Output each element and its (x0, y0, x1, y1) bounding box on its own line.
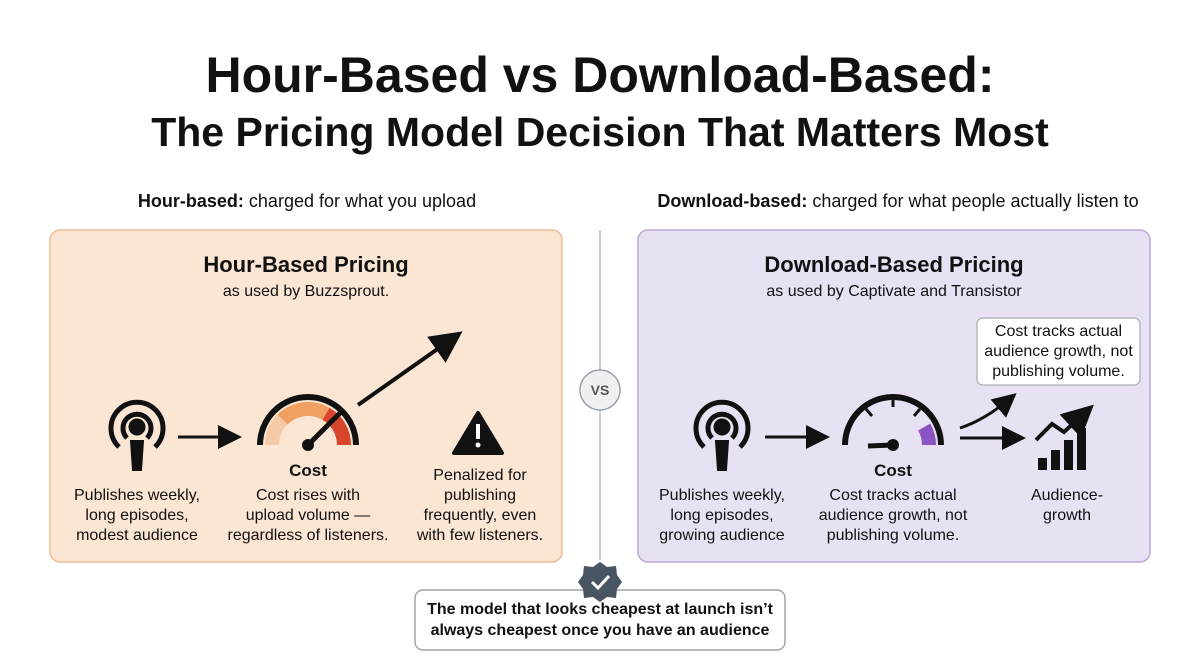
caption: Download-based: charged for what people a… (618, 192, 1178, 210)
callout-box (976, 317, 1141, 386)
title: The Pricing Model Decision That Matters … (151, 109, 1049, 155)
check-badge (578, 562, 622, 602)
step-text: Publishes weekly, long episodes, modest au… (57, 486, 217, 546)
gauge-icon (842, 394, 944, 451)
panel-title: Hour-Based Pricing (203, 252, 409, 277)
text-line: long episodes, (85, 507, 189, 524)
text-line: audience growth, not (818, 507, 968, 524)
caption-label: Hour-based: (137, 191, 244, 211)
vs-badge (579, 369, 621, 411)
podcast-icon (108, 399, 166, 471)
text-line: growing audience (659, 527, 785, 544)
podcast-icon (693, 399, 751, 471)
step-text: Audience-growth (1002, 486, 1132, 526)
text-line: Publishes weekly, (659, 487, 785, 504)
gauge-icon (257, 394, 359, 451)
text-line: Cost tracks actual (829, 487, 957, 504)
step-text: Penalized for publishing frequently, even w… (405, 466, 555, 546)
arrow (959, 393, 1017, 430)
warning-icon (452, 411, 504, 455)
text-line: audience growth, not (984, 343, 1133, 360)
step-label: Cost (289, 461, 327, 480)
text-line: publishing volume. (992, 363, 1125, 380)
caption-text: charged for what you upload (248, 191, 477, 211)
text-line: always cheapest once you have an audienc… (430, 622, 770, 639)
text-line: Cost rises with (255, 487, 361, 504)
text-line: long episodes, (670, 507, 774, 524)
caption-text: charged for what people actually listen … (812, 191, 1139, 211)
text-line: with few listeners. (416, 527, 544, 544)
text-line: publishing volume. (826, 527, 960, 544)
step-text: Cost tracks actual audience growth, not pu… (803, 486, 983, 546)
text-line: Penalized for (433, 467, 527, 484)
growth-icon (1034, 404, 1094, 470)
title: Hour-Based vs Download-Based: (205, 47, 995, 103)
text-line: modest audience (76, 527, 198, 544)
panel-title: Download-Based Pricing (764, 252, 1024, 277)
step-text: Publishes weekly, long episodes, growing a… (642, 486, 802, 546)
text-line: growth (1042, 507, 1092, 524)
callout-text: Cost tracks actual audience growth, not pu… (977, 322, 1140, 382)
text-line: Publishes weekly, (74, 487, 200, 504)
text-line: upload volume — (245, 507, 371, 524)
vs-label: VS (590, 382, 610, 398)
step-text: Cost rises with upload volume — regardless… (218, 486, 398, 546)
rising-arrow (356, 331, 463, 407)
text-line: Audience- (1030, 487, 1104, 504)
caption-label: Download-based: (657, 191, 808, 211)
panel-subtitle: as used by Captivate and Transistor (766, 283, 1022, 300)
text-line: Cost tracks actual (994, 323, 1123, 340)
text-line: frequently, even (423, 507, 537, 524)
step-label: Cost (874, 461, 912, 480)
panel-subtitle: as used by Buzzsprout. (222, 283, 390, 300)
footer-text: The model that looks cheapest at launch … (415, 599, 785, 641)
text-line: publishing (443, 487, 517, 504)
caption: Hour-based: charged for what you upload (57, 192, 557, 210)
text-line: The model that looks cheapest at launch … (427, 601, 773, 618)
text-line: regardless of listeners. (227, 527, 389, 544)
